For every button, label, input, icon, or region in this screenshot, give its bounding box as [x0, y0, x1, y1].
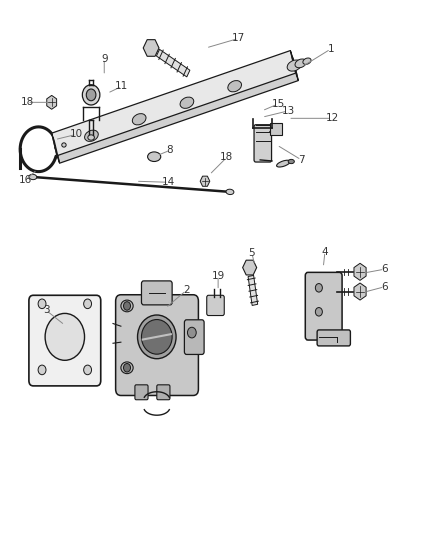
Polygon shape [243, 260, 257, 275]
Text: 5: 5 [248, 248, 255, 258]
Ellipse shape [45, 313, 85, 360]
Ellipse shape [121, 362, 133, 374]
Text: 17: 17 [232, 34, 245, 43]
Ellipse shape [141, 320, 172, 354]
Polygon shape [200, 176, 210, 187]
Circle shape [84, 365, 92, 375]
Ellipse shape [276, 160, 290, 167]
FancyBboxPatch shape [157, 385, 170, 400]
FancyBboxPatch shape [317, 330, 350, 346]
Ellipse shape [287, 60, 301, 71]
Ellipse shape [88, 135, 94, 140]
Text: 7: 7 [298, 155, 305, 165]
FancyBboxPatch shape [29, 295, 101, 386]
Circle shape [315, 308, 322, 316]
Polygon shape [143, 39, 159, 56]
Text: 13: 13 [282, 106, 295, 116]
FancyBboxPatch shape [135, 385, 148, 400]
Text: 14: 14 [162, 177, 175, 187]
Ellipse shape [85, 130, 98, 141]
Polygon shape [156, 50, 190, 77]
FancyBboxPatch shape [254, 125, 272, 162]
Text: 1: 1 [327, 44, 334, 54]
Text: 18: 18 [220, 152, 233, 162]
Ellipse shape [138, 315, 176, 359]
Circle shape [187, 327, 196, 338]
Ellipse shape [180, 97, 194, 108]
Text: 3: 3 [42, 305, 49, 315]
FancyBboxPatch shape [270, 123, 282, 135]
Circle shape [315, 284, 322, 292]
Ellipse shape [62, 143, 66, 147]
Text: 9: 9 [101, 54, 108, 63]
Circle shape [38, 299, 46, 309]
Polygon shape [52, 133, 60, 163]
Text: 15: 15 [272, 99, 285, 109]
Text: 19: 19 [212, 271, 225, 281]
Circle shape [84, 299, 92, 309]
Text: 6: 6 [381, 282, 388, 292]
Text: 4: 4 [321, 247, 328, 256]
Ellipse shape [29, 174, 37, 180]
FancyBboxPatch shape [207, 295, 224, 316]
FancyBboxPatch shape [141, 281, 172, 305]
Circle shape [38, 365, 46, 375]
Ellipse shape [82, 85, 100, 105]
Ellipse shape [86, 89, 96, 101]
Text: 6: 6 [381, 264, 388, 274]
Polygon shape [354, 283, 366, 300]
Polygon shape [52, 51, 296, 156]
Ellipse shape [288, 159, 294, 164]
FancyBboxPatch shape [184, 320, 204, 354]
Polygon shape [248, 276, 258, 305]
Circle shape [124, 364, 131, 372]
Ellipse shape [226, 189, 234, 195]
Polygon shape [290, 51, 298, 80]
Ellipse shape [121, 300, 133, 312]
Polygon shape [47, 95, 57, 109]
Polygon shape [54, 58, 298, 163]
Text: 18: 18 [21, 98, 34, 107]
Text: 12: 12 [325, 114, 339, 123]
Ellipse shape [303, 58, 311, 64]
Circle shape [124, 302, 131, 310]
Text: 8: 8 [166, 146, 173, 155]
Text: 11: 11 [115, 82, 128, 91]
FancyBboxPatch shape [116, 295, 198, 395]
Ellipse shape [132, 114, 146, 125]
Ellipse shape [295, 59, 306, 68]
FancyBboxPatch shape [305, 272, 342, 340]
Ellipse shape [228, 80, 241, 92]
Polygon shape [354, 263, 366, 280]
Ellipse shape [148, 152, 161, 161]
Text: 2: 2 [183, 286, 190, 295]
Text: 10: 10 [70, 130, 83, 139]
Text: 16: 16 [19, 175, 32, 185]
